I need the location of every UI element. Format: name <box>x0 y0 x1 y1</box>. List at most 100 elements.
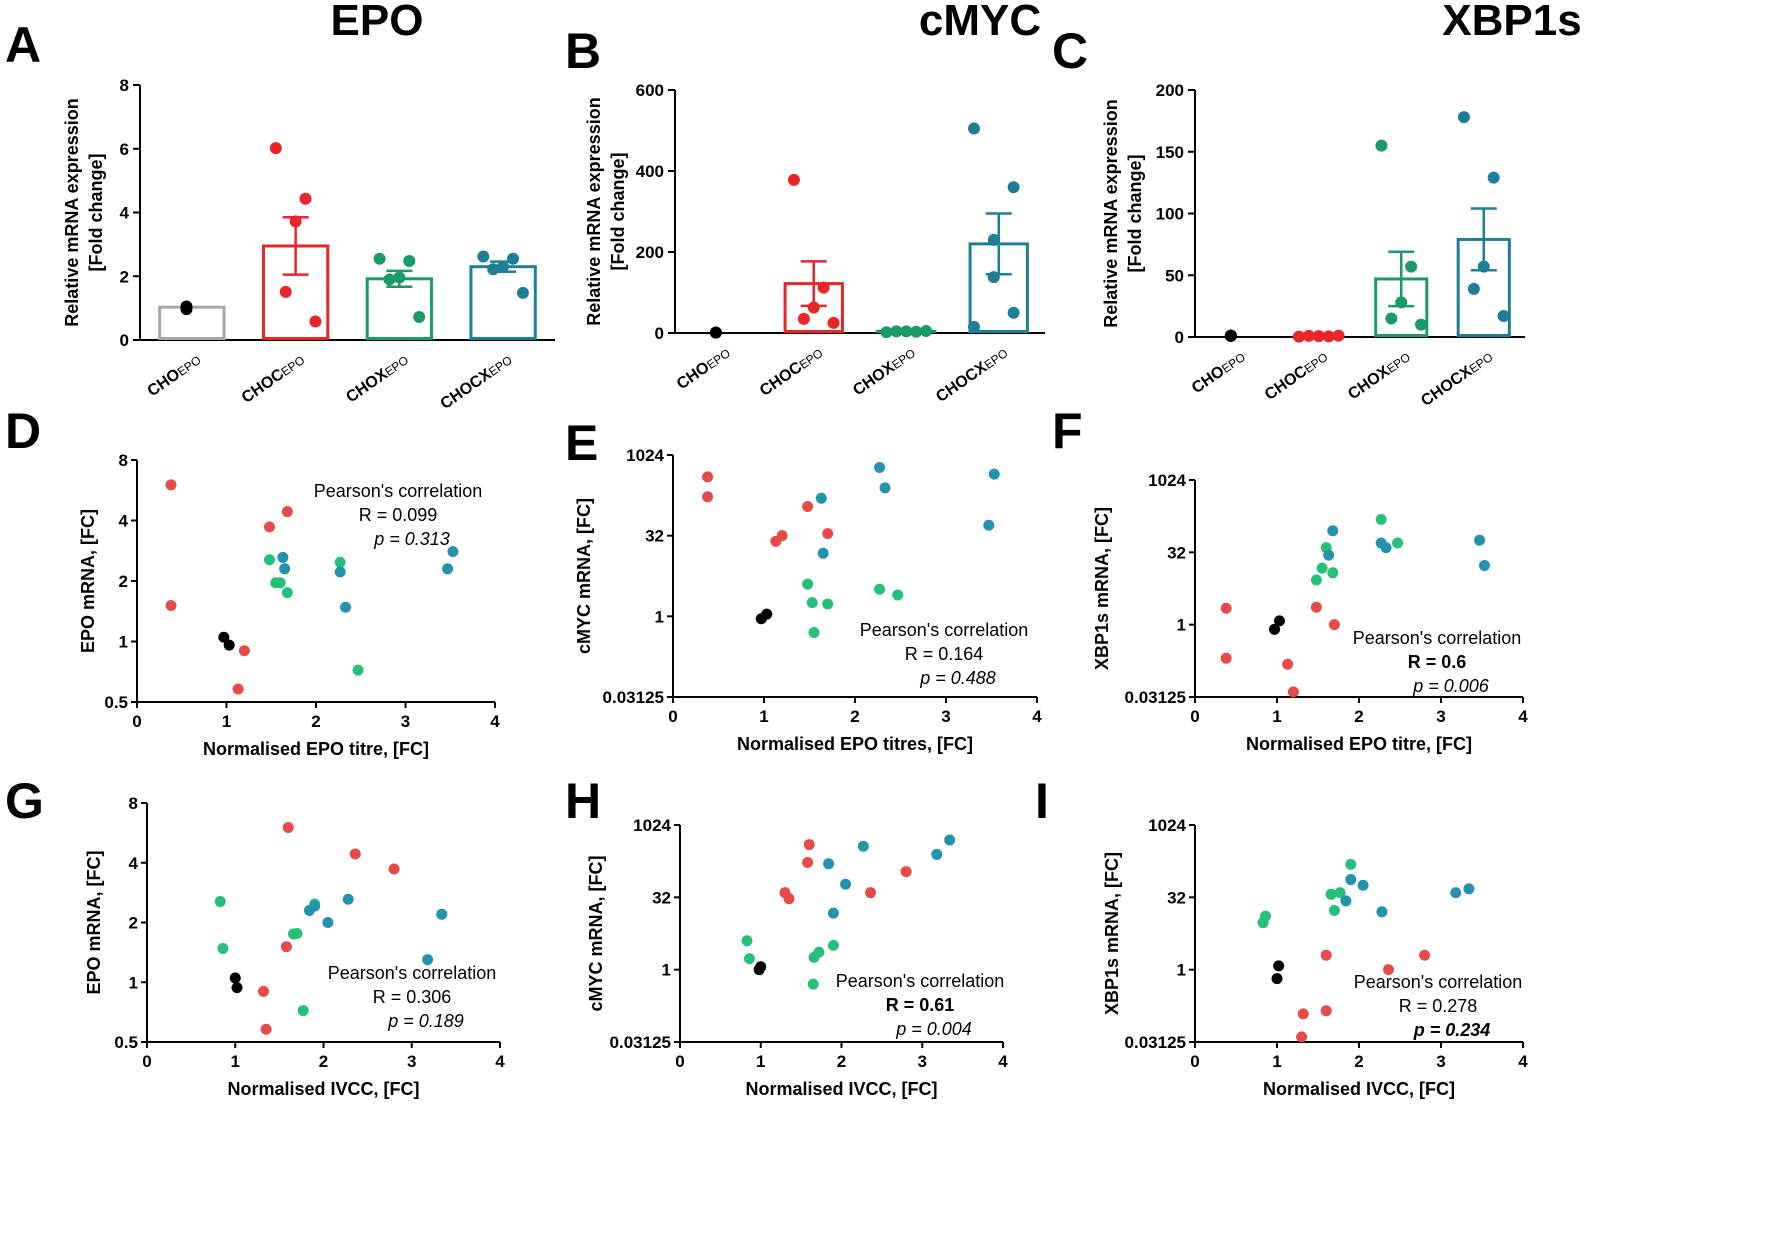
pearson-p-value: p = 0.234 <box>1413 1020 1491 1040</box>
data-point <box>1487 171 1500 184</box>
category-main: CHOX <box>850 359 898 400</box>
pearson-r-value: R = 0.6 <box>1408 652 1467 672</box>
scatter-point <box>238 645 250 657</box>
x-tick-label: 2 <box>319 1052 328 1071</box>
x-axis-label: Normalised EPO titre, [FC] <box>1246 734 1472 754</box>
panel-letter: D <box>5 403 41 459</box>
y-axis-label: [Fold change] <box>86 154 106 272</box>
scatter-point <box>334 566 346 578</box>
x-tick-label: 2 <box>311 712 320 731</box>
scatter-point <box>1328 619 1340 631</box>
data-point <box>920 324 933 337</box>
y-tick-label: 0 <box>120 331 129 350</box>
scatter-point <box>857 840 869 852</box>
category-subscript: EPO <box>797 346 826 372</box>
scatter-point <box>802 578 814 590</box>
pearson-r-value: R = 0.164 <box>905 644 984 664</box>
data-point <box>269 142 282 155</box>
x-tick-label: 0 <box>132 712 141 731</box>
y-tick-label: 32 <box>1167 888 1186 907</box>
category-main: CHOCX <box>1418 363 1475 410</box>
data-point <box>383 273 396 286</box>
scatter-point <box>1328 905 1340 917</box>
category-main: CHOCX <box>933 359 990 406</box>
scatter-point <box>741 935 753 947</box>
scatter-point <box>1320 949 1332 961</box>
scatter-point <box>822 528 834 540</box>
x-tick-label: 0 <box>1190 707 1199 726</box>
y-axis-label: Relative mRNA expression <box>62 98 82 326</box>
data-point <box>279 285 292 298</box>
scatter-point <box>277 551 289 563</box>
scatter-point <box>342 893 354 905</box>
pearson-title: Pearson's correlation <box>860 620 1029 640</box>
y-tick-label: 50 <box>1165 266 1184 285</box>
panel-d-scatter-plot: D 0.5 1 2 4 8 0 1 2 3 4 Normalised EPO titre, [FC] E… <box>5 403 500 759</box>
panel-f-scatter-plot: F 0.03125 1 32 1024 0 1 2 3 4 Normalised EPO titre… <box>1052 403 1528 754</box>
scatter-point <box>783 893 795 905</box>
category-main: CHOC <box>1262 363 1311 404</box>
scatter-point <box>874 461 886 473</box>
category-subscript: EPO <box>382 353 411 379</box>
scatter-point <box>297 1005 309 1017</box>
pearson-p-value: p = 0.313 <box>373 529 450 549</box>
scatter-point <box>231 982 243 994</box>
data-point <box>1302 329 1315 342</box>
data-point <box>507 252 520 265</box>
data-point <box>709 326 722 339</box>
x-tick-label: 4 <box>490 712 500 731</box>
scatter-point <box>1325 888 1337 900</box>
category-subscript: EPO <box>175 353 204 379</box>
data-point <box>393 271 406 284</box>
x-tick-label: 4 <box>998 1052 1008 1071</box>
scatter-point <box>988 468 1000 480</box>
category-main: CHOX <box>343 366 391 407</box>
scatter-point <box>309 900 321 912</box>
y-axis-label: EPO mRNA, [FC] <box>84 851 104 995</box>
scatter-point <box>1323 549 1335 561</box>
x-category-label: CHOCXEPO <box>438 351 516 413</box>
panel-b-bar-chart: B 0 200 400 600 Relative mRNA expression [Fold… <box>565 23 1045 406</box>
y-axis-label: Relative mRNA expression <box>1101 99 1121 327</box>
scatter-point <box>352 664 364 676</box>
y-tick-label: 32 <box>1167 543 1186 562</box>
scatter-point <box>702 471 714 483</box>
data-point <box>1322 330 1335 343</box>
data-point <box>968 320 980 333</box>
data-point <box>1467 282 1480 295</box>
category-subscript: EPO <box>279 353 308 379</box>
x-tick-label: 3 <box>918 1052 927 1071</box>
x-tick-label: 1 <box>222 712 231 731</box>
data-point <box>1224 329 1237 342</box>
scatter-point <box>808 626 820 638</box>
data-point <box>180 300 193 313</box>
y-tick-label: 32 <box>645 527 664 546</box>
scatter-point <box>813 946 825 958</box>
scatter-point <box>1320 1005 1332 1017</box>
x-tick-label: 3 <box>941 707 950 726</box>
y-axis-label: XBP1s mRNA, [FC] <box>1102 852 1122 1015</box>
x-tick-label: 0 <box>675 1052 684 1071</box>
y-axis-label: cMYC mRNA, [FC] <box>574 498 594 654</box>
pearson-p-value: p = 0.004 <box>895 1019 972 1039</box>
y-tick-label: 0 <box>655 324 664 343</box>
scatter-point <box>755 961 767 973</box>
y-tick-label: 200 <box>636 243 664 262</box>
data-point <box>1477 260 1490 273</box>
data-point <box>1292 330 1305 343</box>
pearson-title: Pearson's correlation <box>1354 972 1523 992</box>
column-title-epo: EPO <box>331 0 424 45</box>
scatter-point <box>436 908 448 920</box>
scatter-point <box>214 896 226 908</box>
data-point <box>900 325 913 338</box>
x-tick-label: 1 <box>756 1052 765 1071</box>
data-point <box>1375 139 1388 152</box>
x-tick-label: 3 <box>1436 1052 1445 1071</box>
y-tick-label: 4 <box>119 512 129 531</box>
scatter-point <box>840 878 852 890</box>
x-category-label: CHOXEPO <box>850 344 918 399</box>
panel-letter: H <box>565 773 601 829</box>
x-axis-label: Normalised IVCC, [FC] <box>745 1079 937 1099</box>
pearson-title: Pearson's correlation <box>314 481 483 501</box>
scatter-point <box>1287 686 1299 698</box>
